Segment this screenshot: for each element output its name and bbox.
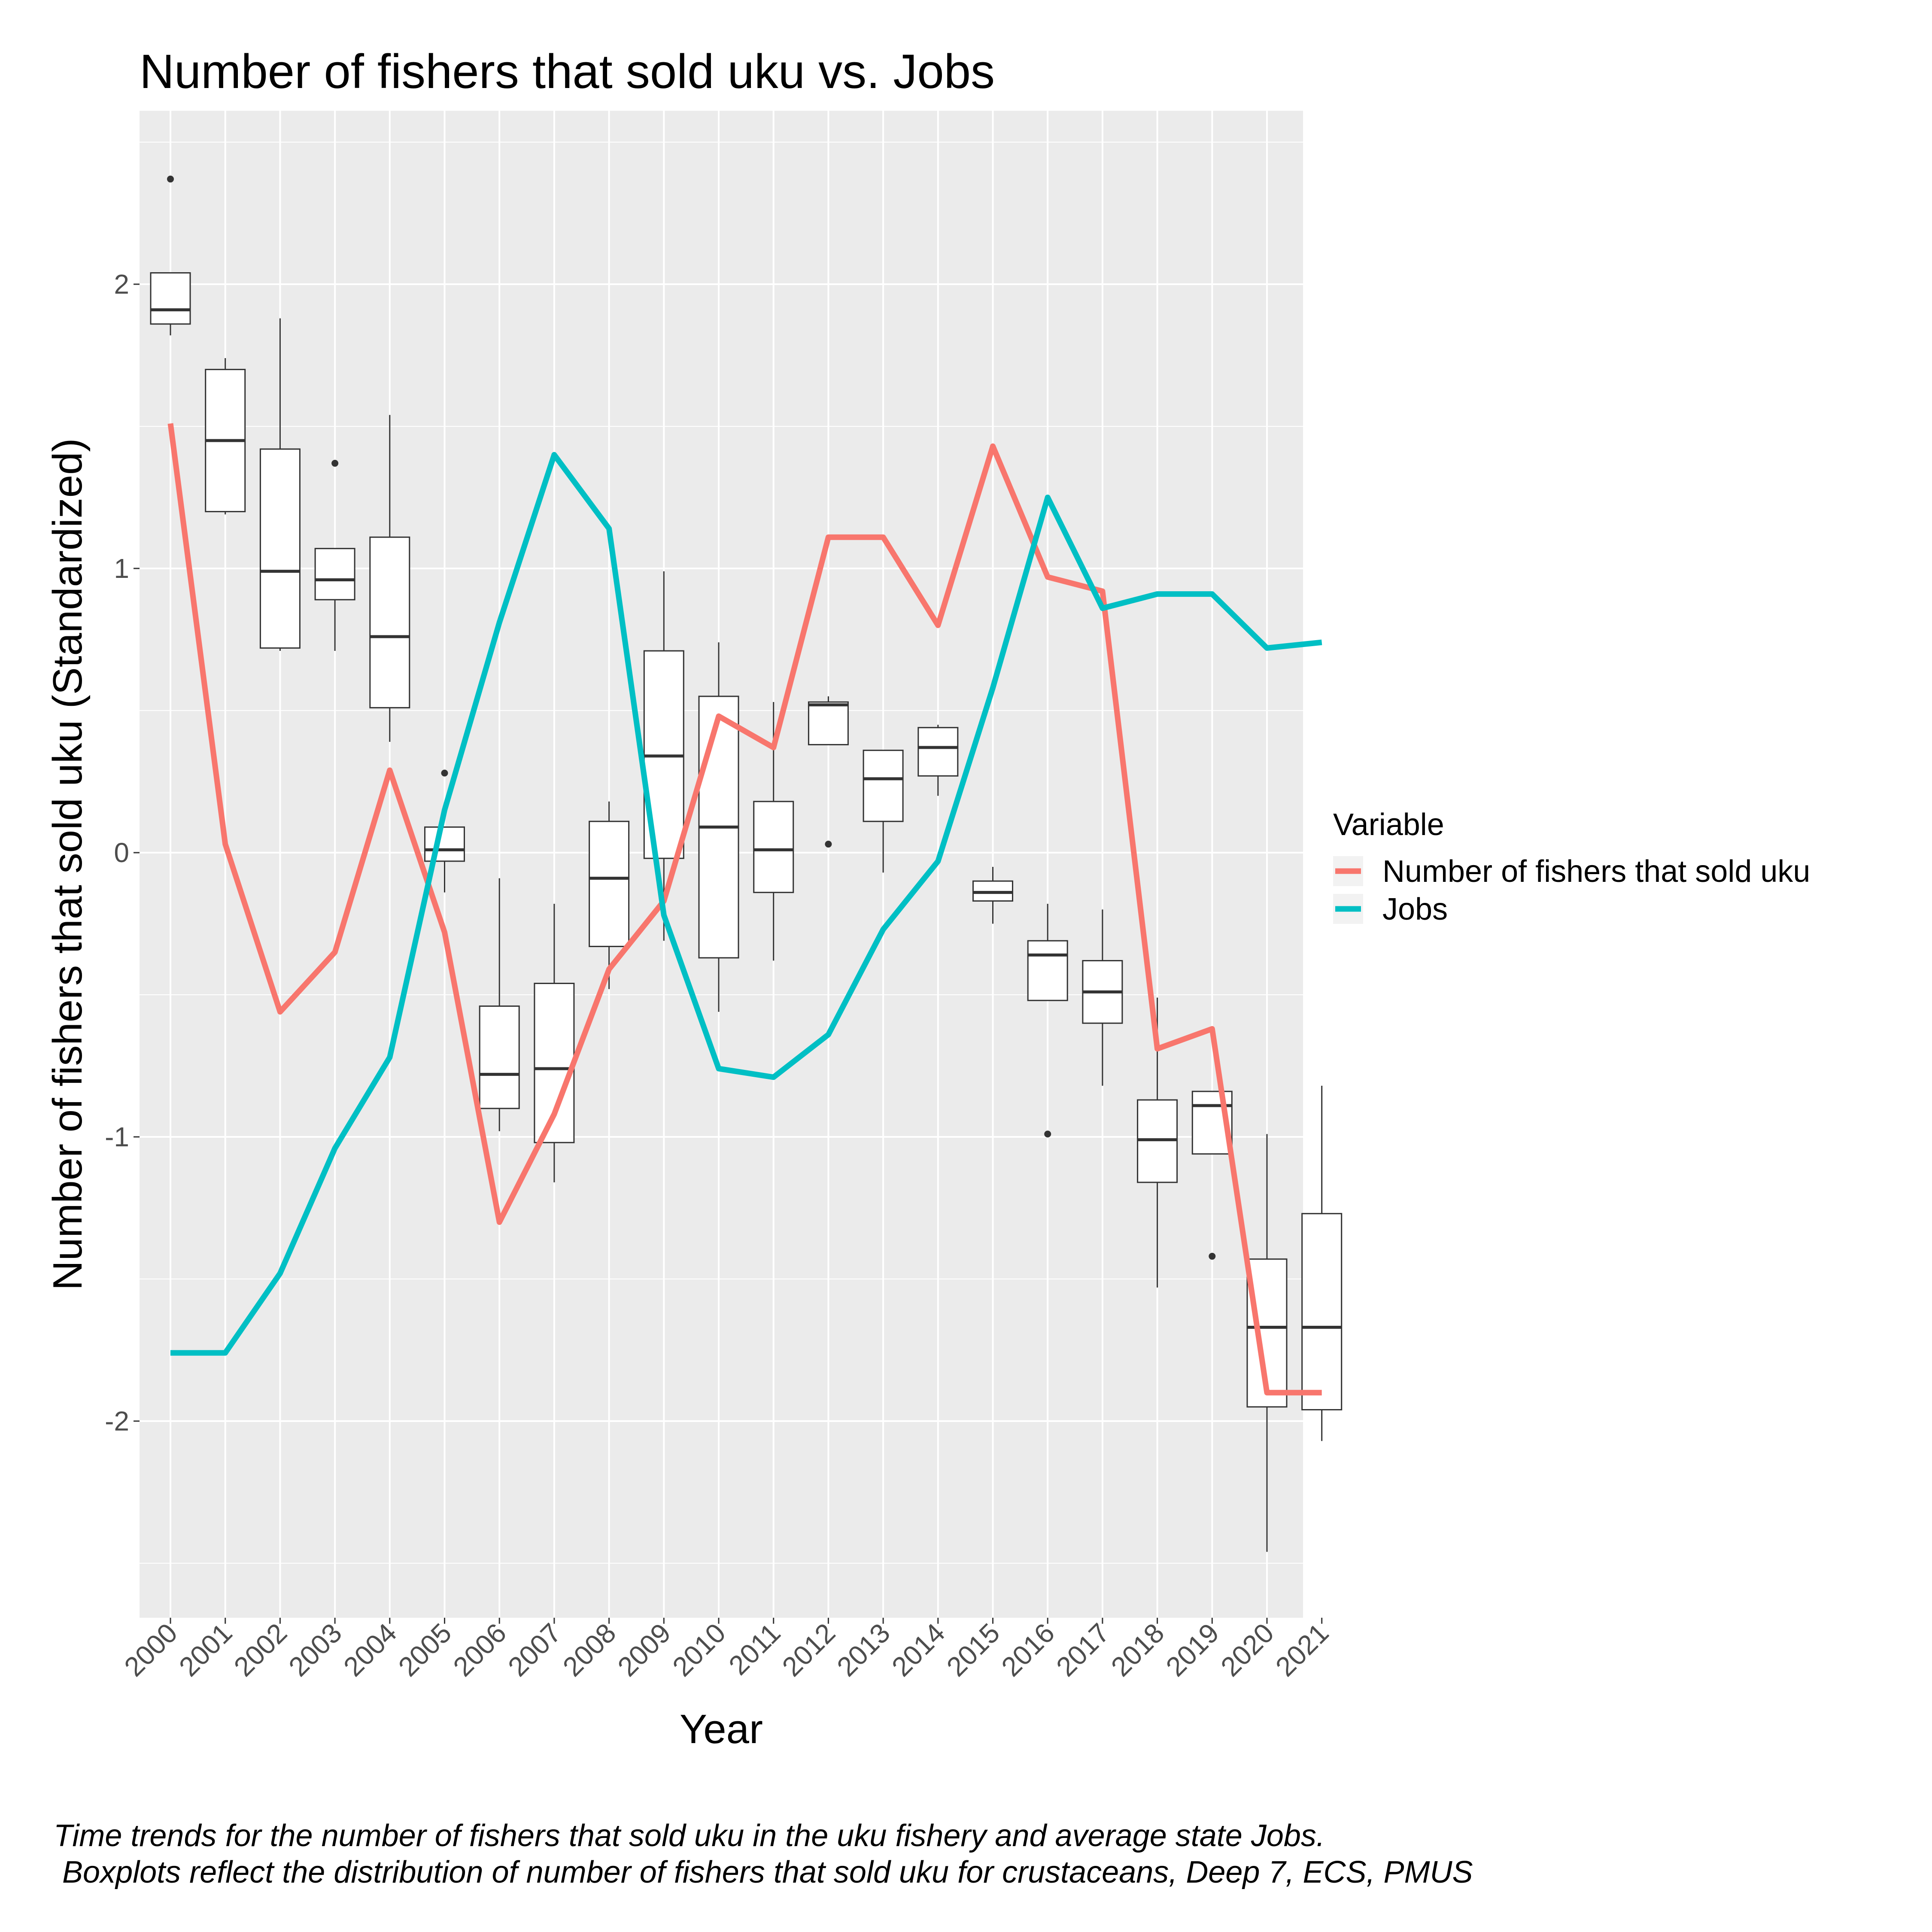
x-axis: 2000200120022003200420052006200720082009… [118, 1617, 1334, 1683]
caption-line-2: Boxplots reflect the distribution of num… [54, 1855, 1473, 1889]
boxplot-2015 [972, 867, 1013, 924]
chart-title: Number of fishers that sold uku vs. Jobs [140, 45, 995, 98]
x-tick-label: 2000 [118, 1617, 183, 1683]
box-outlier [1044, 1130, 1051, 1138]
box-outlier [825, 841, 832, 848]
x-tick-label: 2007 [502, 1617, 567, 1683]
y-tick-label: -2 [105, 1406, 129, 1437]
box-iqr [589, 820, 630, 947]
box-iqr [424, 826, 465, 862]
series-line-jobs [170, 452, 1322, 1356]
box-outlier [1209, 1253, 1216, 1260]
boxplot-2006 [479, 878, 520, 1131]
caption-line-1: Time trends for the number of fishers th… [54, 1819, 1325, 1853]
boxplot-2002 [259, 318, 301, 651]
x-tick-label: 2016 [996, 1617, 1061, 1683]
x-tick-label: 2017 [1050, 1617, 1115, 1683]
x-tick-label: 2020 [1215, 1617, 1280, 1683]
box-iqr [808, 701, 849, 745]
series-lines [167, 423, 1322, 1396]
box-iqr [863, 750, 904, 822]
x-tick-label: 2012 [776, 1617, 841, 1683]
y-tick-label: 1 [114, 553, 129, 584]
box-iqr [314, 548, 355, 601]
legend-label-fishers: Number of fishers that sold uku [1382, 854, 1810, 889]
x-tick-label: 2010 [666, 1617, 732, 1683]
x-tick-label: 2001 [173, 1617, 238, 1683]
boxplot-2011 [753, 702, 794, 961]
box-iqr [150, 272, 191, 325]
boxplot-2017 [1082, 909, 1123, 1086]
box-outlier [167, 176, 174, 183]
y-tick-label: -1 [105, 1121, 129, 1152]
x-tick-label: 2006 [447, 1617, 513, 1683]
x-tick-label: 2008 [557, 1617, 622, 1683]
legend-label-jobs: Jobs [1382, 892, 1448, 927]
x-tick-label: 2004 [337, 1617, 403, 1683]
box-iqr [1301, 1213, 1343, 1411]
boxplot-2001 [205, 358, 246, 515]
box-outlier [331, 460, 339, 467]
y-axis: -2 -1 0 1 2 [105, 269, 140, 1437]
y-tick-label: 0 [114, 837, 129, 868]
box-iqr [369, 536, 410, 708]
box-outlier [441, 769, 448, 777]
boxplot-2004 [369, 415, 410, 742]
box-iqr [479, 1005, 520, 1109]
x-tick-label: 2019 [1160, 1617, 1225, 1683]
x-tick-label: 2013 [831, 1617, 896, 1683]
x-tick-label: 2003 [283, 1617, 348, 1683]
legend-title: Variable [1333, 808, 1444, 842]
boxplot-2021 [1301, 1085, 1343, 1441]
boxplot-2016 [1027, 904, 1068, 1138]
y-tick-label: 2 [114, 269, 129, 300]
boxplot-2008 [589, 801, 630, 989]
boxplot-2005 [424, 769, 465, 893]
box-iqr [753, 801, 794, 893]
legend: Variable Number of fishers that sold uku… [1333, 808, 1810, 927]
series-line-fishers [167, 423, 1322, 1396]
x-tick-label: 2014 [886, 1617, 951, 1683]
boxplot-2020 [1246, 1134, 1288, 1552]
x-tick-label: 2002 [228, 1617, 293, 1683]
boxplot-2014 [917, 725, 959, 796]
x-tick-label: 2009 [612, 1617, 677, 1683]
y-axis-title: Number of fishers that sold uku (Standar… [45, 438, 91, 1291]
box-iqr [1027, 940, 1068, 1001]
box-iqr [259, 448, 301, 649]
box-iqr [917, 727, 959, 777]
x-tick-label: 2018 [1105, 1617, 1170, 1683]
x-tick-label: 2011 [723, 1617, 786, 1681]
boxplot-2000 [150, 176, 191, 336]
x-tick-label: 2021 [1270, 1617, 1335, 1683]
boxplot-2003 [314, 460, 355, 651]
boxplot-2010 [698, 642, 739, 1012]
boxplot-2012 [808, 696, 849, 848]
x-tick-label: 2005 [392, 1617, 458, 1683]
boxplots [150, 176, 1343, 1552]
boxplot-2013 [863, 750, 904, 873]
x-axis-title: Year [680, 1706, 763, 1752]
x-tick-label: 2015 [941, 1617, 1006, 1683]
